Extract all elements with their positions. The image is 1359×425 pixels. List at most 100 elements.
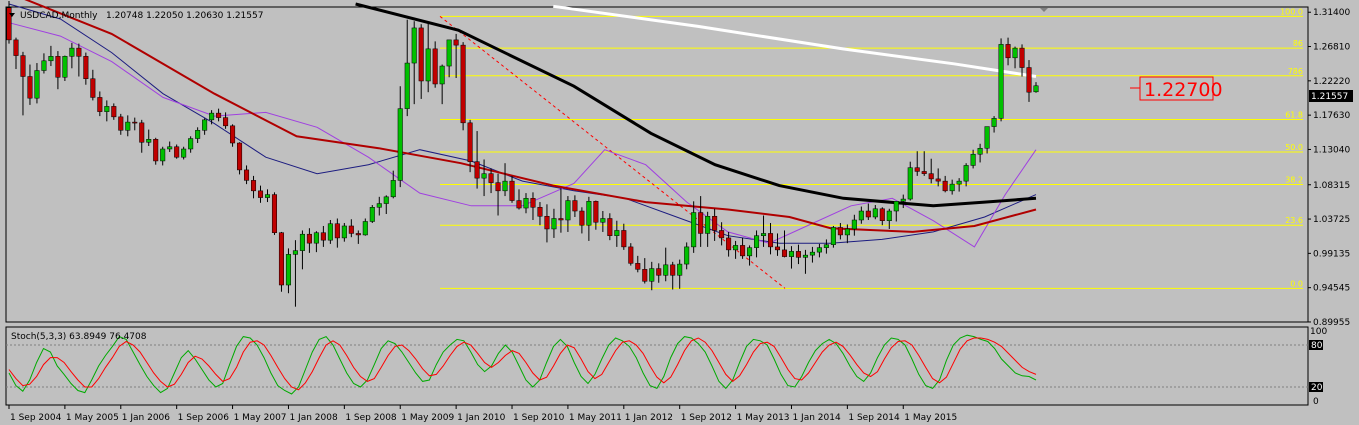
candle-body xyxy=(593,201,599,223)
candle xyxy=(306,228,312,253)
time-tick-label: 1 Jan 2012 xyxy=(625,413,673,423)
candle xyxy=(935,168,941,187)
candle xyxy=(551,208,557,238)
candle xyxy=(174,144,180,159)
stochastic-label: Stoch(5,3,3) 63.8949 76.4708 xyxy=(11,332,147,342)
symbol-dropdown-icon[interactable] xyxy=(9,13,15,17)
candle-body xyxy=(949,183,955,192)
candle xyxy=(719,222,725,246)
price-level-value: 1.22700 xyxy=(1144,79,1223,101)
time-tick-label: 1 Sep 2008 xyxy=(345,413,397,423)
candle-body xyxy=(355,233,361,236)
candle-body xyxy=(740,245,746,257)
candle xyxy=(963,163,969,187)
candle xyxy=(132,117,138,131)
candle-body xyxy=(795,251,801,258)
price-level-label[interactable]: 1.22700 xyxy=(1130,76,1223,101)
candle xyxy=(956,178,962,192)
candle xyxy=(467,119,473,173)
stochastic-panel[interactable] xyxy=(5,326,1309,406)
candle xyxy=(607,213,613,241)
candle-body xyxy=(481,173,487,179)
candle xyxy=(83,52,89,85)
candle xyxy=(34,63,40,104)
candle xyxy=(1026,60,1032,102)
time-tick-label: 1 May 2009 xyxy=(401,413,454,423)
candle-body xyxy=(921,171,927,174)
candle-body xyxy=(502,180,508,192)
bid-price-tag: 1.21557 xyxy=(1309,90,1353,102)
candle xyxy=(879,207,885,226)
candle xyxy=(733,240,739,259)
candle-body xyxy=(160,148,166,162)
candle xyxy=(523,193,529,214)
candle-body xyxy=(76,47,82,57)
candle-body xyxy=(558,218,564,221)
time-axis: 1 Sep 2004 1 May 2005 1 Jan 2006 1 Sep 2006… xyxy=(8,405,957,423)
candle xyxy=(90,69,96,101)
candle xyxy=(984,126,990,154)
time-tick-label: 1 May 2015 xyxy=(904,413,957,423)
candle xyxy=(1033,82,1039,93)
candle xyxy=(635,255,641,273)
candle xyxy=(264,189,271,203)
candle-body xyxy=(837,227,843,236)
candle-body xyxy=(544,216,550,230)
candle xyxy=(278,231,284,292)
candle-body xyxy=(705,216,711,234)
time-tick-label: 1 May 2005 xyxy=(66,413,119,423)
candle-body xyxy=(879,208,885,221)
candle xyxy=(348,219,354,238)
candle xyxy=(767,222,774,255)
price-tick-label: 1.08315 xyxy=(1313,181,1350,191)
candle xyxy=(383,195,389,215)
candle xyxy=(432,41,438,88)
fib-level-label: 786 xyxy=(1288,67,1303,76)
candle xyxy=(754,230,760,258)
candle-body xyxy=(537,207,543,217)
candle-body xyxy=(216,112,222,118)
candle xyxy=(48,45,54,67)
candle-body xyxy=(146,139,152,143)
ma-black-line xyxy=(355,2,1037,208)
candle xyxy=(942,175,948,193)
candle-body xyxy=(418,27,424,82)
candle-body xyxy=(970,153,976,166)
candle-body xyxy=(1026,67,1032,93)
candle xyxy=(795,244,801,265)
candle xyxy=(747,245,753,266)
candle xyxy=(865,203,871,220)
candle-body xyxy=(257,190,264,198)
candle-body xyxy=(754,235,760,248)
candle xyxy=(237,142,243,175)
fib-level-label: 61.8 xyxy=(1285,110,1303,119)
candle xyxy=(642,258,648,284)
symbol-label: USDCAD,Monthly xyxy=(20,11,98,21)
candle-body xyxy=(411,27,417,64)
candle xyxy=(691,201,697,253)
candle xyxy=(160,146,166,166)
candle xyxy=(886,208,892,229)
candle-body xyxy=(523,198,529,209)
chart-shift-marker-icon[interactable] xyxy=(1040,8,1048,12)
candle-body xyxy=(118,116,124,131)
candle-body xyxy=(111,106,117,118)
candle xyxy=(230,124,236,147)
candle xyxy=(837,222,843,240)
candle-body xyxy=(390,180,396,198)
candle xyxy=(614,220,620,247)
price-tick-label: 0.94545 xyxy=(1313,284,1350,294)
candle xyxy=(851,214,857,236)
candle-body xyxy=(802,254,808,258)
price-tick-label: 1.26810 xyxy=(1313,43,1350,53)
candle-body xyxy=(425,48,431,82)
stoch-level-tag xyxy=(1309,340,1323,350)
fib-level-label: 86 xyxy=(1293,39,1303,48)
price-tick-label: 0.89955 xyxy=(1313,318,1350,328)
candle-body xyxy=(195,130,201,139)
candle-body xyxy=(956,180,962,185)
candle xyxy=(355,230,361,244)
candlestick-series xyxy=(6,1,1039,307)
price-tick-label: 1.13040 xyxy=(1313,145,1350,155)
candle xyxy=(914,151,920,176)
